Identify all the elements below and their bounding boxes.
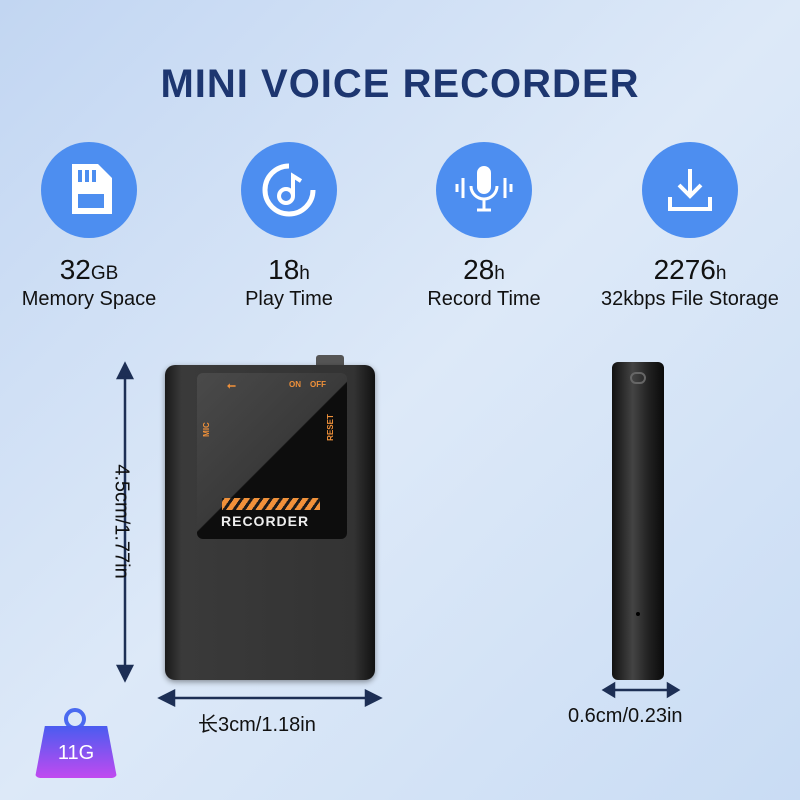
width-dimension: 长3cm/1.18in (198, 714, 316, 736)
feature-label: 32kbps File Storage (601, 288, 779, 310)
mic-label: MIC (201, 422, 211, 437)
stripe-decoration (222, 498, 320, 510)
feature-value: 32 (59, 254, 91, 285)
sd-card-icon (41, 142, 137, 238)
usb-port (630, 372, 646, 384)
on-label: ON (289, 380, 301, 389)
depth-dimension: 0.6cm/0.23in (568, 705, 683, 727)
microphone-icon (436, 142, 532, 238)
off-label: OFF (310, 380, 326, 389)
reset-hole (636, 612, 640, 616)
feature-record: 28h Record Time (384, 142, 584, 311)
feature-unit: h (494, 263, 505, 284)
height-dimension: 4.5cm/1.77in (110, 464, 133, 579)
feature-play: 18h Play Time (189, 142, 389, 311)
feature-storage: 2276h 32kbps File Storage (585, 142, 795, 311)
feature-value: 28 (463, 254, 495, 285)
page-title: MINI VOICE RECORDER (160, 62, 640, 106)
download-icon (642, 142, 738, 238)
usb-icon: ⭠ (227, 380, 236, 392)
feature-unit: GB (90, 263, 119, 284)
brand-label: RECORDER (221, 513, 310, 529)
device-side (612, 362, 664, 680)
feature-unit: h (715, 263, 727, 284)
feature-label: Record Time (427, 288, 541, 310)
feature-value: 2276 (653, 254, 716, 285)
weight-value: 11G (35, 726, 117, 778)
feature-unit: h (299, 263, 310, 284)
feature-label: Play Time (245, 288, 333, 310)
device-panel: ⭠ ON OFF MIC RESET RECORDER (197, 373, 347, 539)
reset-label: RESET (325, 414, 335, 441)
music-note-icon (241, 142, 337, 238)
feature-value: 18 (268, 254, 300, 285)
feature-memory: 32GB Memory Space (0, 142, 189, 311)
feature-label: Memory Space (21, 288, 157, 310)
power-switch (316, 355, 344, 367)
